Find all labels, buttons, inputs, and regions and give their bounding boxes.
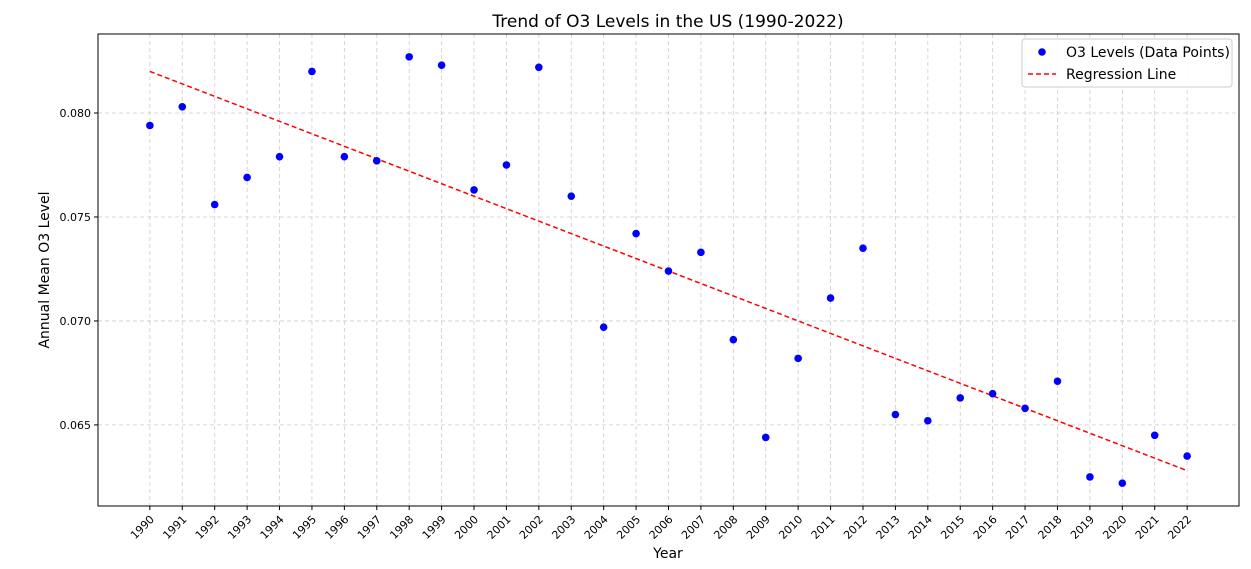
x-tick-label: 1999 [420,513,449,542]
y-axis: 0.065 0.070 0.075 0.080 [60,107,98,432]
data-point [761,433,770,442]
x-tick-label: 2014 [906,513,935,542]
legend-box [1021,38,1233,88]
x-tick-label: 2001 [485,513,514,542]
data-point [210,200,219,209]
data-point [599,323,608,331]
data-point [405,53,413,61]
data-point [340,152,349,161]
data-point [535,63,543,72]
data-point [1053,377,1062,386]
x-tick-label: 2022 [1165,513,1194,542]
data-point [697,248,705,257]
x-axis-label: Year [652,546,683,562]
data-point [1150,431,1159,440]
data-point [826,294,835,302]
x-tick-label: 2005 [614,513,643,542]
x-tick-label: 2003 [549,513,578,542]
data-point [988,389,997,398]
data-point [664,267,673,275]
data-point [1086,473,1094,481]
x-tick-label: 2010 [776,513,805,542]
x-tick-label: 2006 [647,513,676,542]
legend-label-data-points: O3 Levels (Data Points) [1066,45,1230,61]
legend-marker-scatter [1038,48,1046,56]
legend: O3 Levels (Data Points) Regression Line [1021,38,1233,88]
x-tick-label: 1991 [160,513,189,542]
x-tick-label: 2021 [1133,513,1162,542]
data-point [502,161,511,169]
grid-lines [98,34,1239,506]
data-point [567,192,576,200]
data-point [794,354,802,363]
x-tick-label: 2015 [938,513,967,542]
data-point [308,67,316,76]
data-point [956,394,965,402]
data-point [924,416,932,425]
data-point [1183,452,1191,460]
y-tick-label: 0.080 [60,107,92,120]
series-layer [146,53,1191,487]
x-tick-label: 1997 [355,513,384,542]
data-point [146,121,154,130]
data-point [275,152,284,161]
x-tick-label: 2016 [971,513,1000,542]
x-tick-label: 1993 [225,513,254,542]
y-tick-label: 0.075 [60,211,92,224]
data-point [632,229,640,238]
x-tick-label: 2013 [874,513,903,542]
data-point [243,173,251,182]
x-tick-label: 1995 [290,513,319,542]
data-point [372,157,381,165]
x-tick-label: 2019 [1068,513,1097,542]
y-tick-label: 0.070 [60,315,92,328]
data-point [859,244,867,252]
x-tick-label: 1996 [322,513,351,542]
x-tick-label: 1994 [258,513,287,542]
chart-title: Trend of O3 Levels in the US (1990-2022) [491,12,843,32]
y-axis-label: Annual Mean O3 Level [37,191,53,348]
x-tick-label: 2018 [1036,513,1065,542]
x-tick-label: 2017 [1003,513,1032,542]
x-tick-label: 2004 [582,513,611,542]
x-tick-label: 2000 [452,513,481,542]
x-axis: 1990 1991 1992 1993 1994 1995 1996 1997 1998 1999… [128,506,1194,542]
x-tick-label: 2011 [809,513,838,542]
x-tick-label: 1990 [128,513,157,542]
legend-label-regression: Regression Line [1066,67,1176,83]
x-tick-label: 2020 [1100,513,1129,542]
x-tick-label: 2009 [744,513,773,542]
data-point [1118,479,1127,487]
data-point [729,335,738,344]
x-tick-label: 2008 [711,513,740,542]
data-point [178,102,187,111]
data-point [891,410,900,419]
data-point [437,61,446,69]
x-tick-label: 1998 [387,513,416,542]
x-tick-label: 2007 [679,513,708,542]
x-tick-label: 2002 [517,513,546,542]
data-point [1021,404,1029,413]
x-tick-label: 1992 [193,513,222,542]
data-point [470,186,478,194]
y-tick-label: 0.065 [60,419,92,432]
x-tick-label: 2012 [841,513,870,542]
